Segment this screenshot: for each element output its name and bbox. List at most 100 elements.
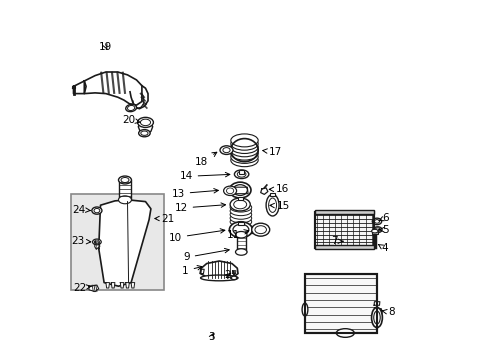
Polygon shape (260, 188, 267, 194)
Text: 1: 1 (182, 266, 202, 276)
Ellipse shape (230, 150, 258, 163)
Ellipse shape (141, 131, 148, 135)
Ellipse shape (137, 117, 153, 127)
Text: 7: 7 (330, 236, 342, 246)
Ellipse shape (232, 224, 248, 235)
Polygon shape (200, 269, 204, 274)
Ellipse shape (230, 140, 258, 153)
Polygon shape (84, 72, 142, 105)
Ellipse shape (231, 276, 237, 280)
Text: 11: 11 (226, 230, 248, 240)
Bar (270, 193, 274, 196)
Ellipse shape (118, 196, 131, 204)
Ellipse shape (226, 188, 233, 194)
Ellipse shape (235, 231, 246, 238)
Ellipse shape (265, 194, 279, 216)
Text: 18: 18 (195, 152, 216, 167)
Text: 5: 5 (378, 225, 388, 235)
Ellipse shape (371, 307, 382, 328)
Ellipse shape (121, 177, 129, 183)
Ellipse shape (118, 176, 131, 184)
Polygon shape (233, 187, 247, 194)
Polygon shape (73, 81, 86, 94)
Ellipse shape (140, 119, 150, 126)
Bar (241, 226, 262, 233)
Ellipse shape (230, 203, 251, 212)
Text: 24: 24 (72, 204, 91, 215)
Ellipse shape (234, 170, 248, 179)
Text: 20: 20 (122, 114, 140, 125)
Ellipse shape (229, 222, 252, 238)
Bar (237, 197, 242, 200)
Text: 3: 3 (207, 332, 214, 342)
Polygon shape (111, 283, 115, 288)
Ellipse shape (336, 329, 354, 337)
Text: 12: 12 (174, 203, 225, 213)
Ellipse shape (230, 147, 258, 160)
Ellipse shape (374, 220, 379, 223)
Ellipse shape (229, 182, 250, 198)
Text: 13: 13 (171, 189, 218, 199)
Ellipse shape (371, 218, 381, 225)
Ellipse shape (230, 144, 258, 157)
Text: 15: 15 (269, 201, 289, 211)
Text: 2: 2 (224, 270, 231, 280)
Bar (314, 212, 373, 248)
Ellipse shape (233, 200, 246, 209)
Text: 19: 19 (99, 42, 112, 52)
Ellipse shape (230, 217, 251, 226)
Ellipse shape (94, 208, 100, 213)
Text: 23: 23 (71, 236, 91, 246)
Ellipse shape (302, 303, 307, 316)
Bar (314, 210, 373, 214)
Ellipse shape (232, 185, 247, 195)
Polygon shape (200, 261, 238, 278)
Ellipse shape (230, 210, 251, 219)
Ellipse shape (200, 275, 238, 281)
Ellipse shape (139, 130, 150, 137)
Polygon shape (232, 271, 235, 274)
Ellipse shape (230, 134, 258, 147)
Polygon shape (95, 242, 100, 249)
Text: 6: 6 (378, 213, 388, 223)
Bar (314, 245, 373, 249)
Ellipse shape (230, 154, 258, 167)
Bar (238, 222, 244, 225)
Polygon shape (131, 283, 134, 288)
Ellipse shape (371, 229, 377, 233)
Text: 4: 4 (378, 243, 387, 253)
Ellipse shape (230, 206, 251, 216)
Bar (305, 274, 376, 333)
Text: 9: 9 (183, 248, 229, 262)
Bar (305, 274, 376, 333)
Ellipse shape (254, 226, 266, 234)
Bar (71, 194, 163, 290)
Polygon shape (125, 283, 129, 288)
Bar (236, 235, 245, 252)
Ellipse shape (220, 146, 232, 154)
Polygon shape (106, 283, 109, 288)
Ellipse shape (235, 249, 246, 255)
Text: 14: 14 (179, 171, 229, 181)
Ellipse shape (223, 148, 230, 153)
Bar (238, 170, 244, 174)
Ellipse shape (92, 207, 102, 214)
Ellipse shape (94, 240, 99, 244)
Polygon shape (72, 86, 75, 88)
Ellipse shape (268, 198, 276, 212)
Polygon shape (89, 285, 99, 292)
Polygon shape (99, 200, 151, 286)
Polygon shape (373, 302, 379, 305)
Ellipse shape (230, 198, 250, 211)
Ellipse shape (373, 227, 381, 233)
Text: 21: 21 (155, 213, 175, 224)
Bar (371, 230, 377, 234)
Text: 10: 10 (168, 229, 224, 243)
Ellipse shape (125, 104, 136, 112)
Text: 8: 8 (381, 307, 394, 318)
Ellipse shape (127, 105, 134, 111)
Ellipse shape (223, 186, 236, 195)
Polygon shape (120, 283, 123, 288)
Text: 22: 22 (73, 283, 91, 293)
Ellipse shape (230, 213, 251, 223)
